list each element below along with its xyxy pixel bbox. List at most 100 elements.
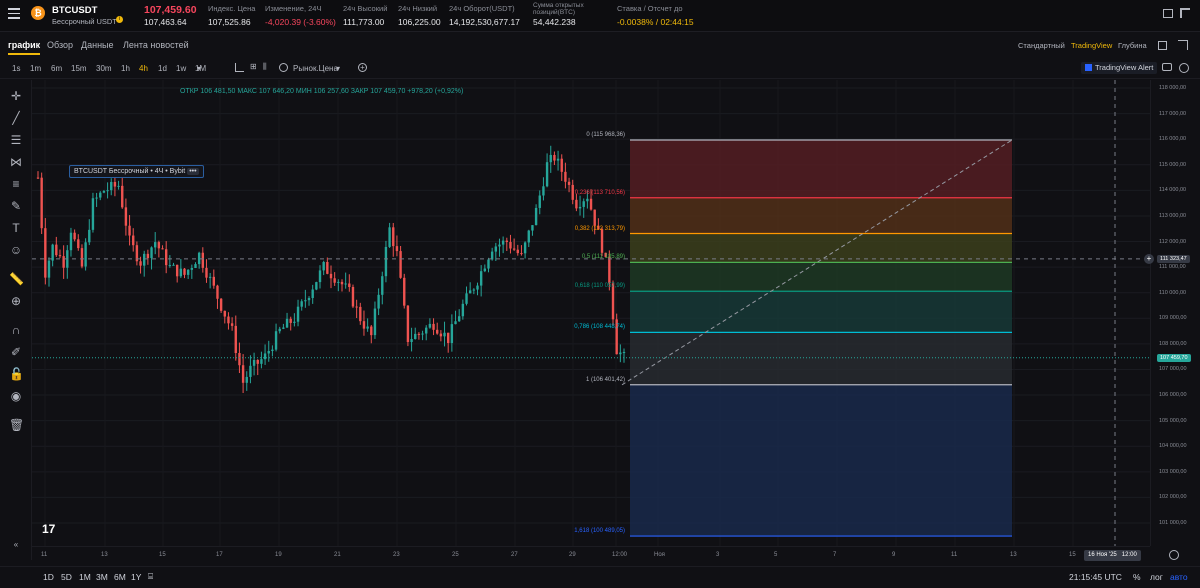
symbol-legend[interactable]: BTCUSDT Бессрочный • 4Ч • Bybit •••: [69, 165, 204, 178]
percent-toggle[interactable]: %: [1133, 572, 1141, 582]
log-toggle[interactable]: лог: [1150, 572, 1163, 582]
clock[interactable]: 21:15:45 UTC: [1069, 572, 1122, 582]
text-icon[interactable]: T: [12, 221, 20, 235]
range-1M[interactable]: 1M: [79, 572, 91, 582]
menu-icon[interactable]: [8, 8, 20, 20]
candle-body: [256, 360, 259, 364]
timeframe-1M[interactable]: 1M: [195, 64, 207, 73]
grid-layout-icon[interactable]: [1158, 41, 1167, 50]
view-mode-2[interactable]: Глубина: [1118, 41, 1147, 50]
tradingview-alert-button[interactable]: TradingView Alert: [1081, 62, 1158, 74]
goto-time-icon[interactable]: [1169, 550, 1179, 560]
chart-area[interactable]: BTCUSDT Бессрочный • 4Ч • Bybit ••• ОТКР…: [32, 80, 1150, 546]
candle-body: [230, 323, 234, 326]
emoji-icon[interactable]: ☺: [9, 243, 23, 257]
fullscreen-icon[interactable]: [1180, 8, 1190, 18]
auto-toggle[interactable]: авто: [1170, 572, 1188, 582]
candle-body: [99, 192, 102, 198]
expand-icon[interactable]: [1178, 40, 1188, 50]
crosshair-icon[interactable]: ✛: [10, 89, 22, 103]
horizontal-lines-icon[interactable]: ☰: [10, 133, 22, 147]
trash-icon[interactable]: 🗑: [9, 418, 25, 432]
range-1D[interactable]: 1D: [43, 572, 54, 582]
eye-icon[interactable]: ◉: [10, 389, 22, 403]
legend-menu[interactable]: •••: [187, 168, 199, 175]
time-tick: 15: [159, 552, 166, 558]
magnet-icon[interactable]: ∩: [11, 323, 21, 337]
range-6M[interactable]: 6M: [114, 572, 126, 582]
calendar-icon[interactable]: ⌸: [148, 571, 154, 581]
price-source-icon: [279, 63, 288, 72]
tab-0[interactable]: график: [8, 40, 41, 55]
candle-body: [487, 259, 490, 269]
candle-body: [223, 310, 226, 317]
candle-body: [117, 185, 120, 187]
trend-line-icon[interactable]: ╱: [12, 111, 20, 125]
view-mode-0[interactable]: Стандартный: [1018, 41, 1065, 50]
bottom-bar: 1D 5D 1M 3M 6M 1Y ⌸ 21:15:45 UTC % лог авто: [0, 566, 1200, 588]
timeframe-1w[interactable]: 1w: [176, 64, 187, 73]
compare-icon[interactable]: ⊞: [250, 62, 257, 71]
symbol-name[interactable]: BTCUSDT: [52, 5, 98, 16]
range-1Y[interactable]: 1Y: [131, 572, 142, 582]
range-3M[interactable]: 3M: [96, 572, 108, 582]
time-scale[interactable]: 11 13 15 17 19 21 23 25 27 29 12:00 Ноя 3 5 7 9 11 13 15 1…: [32, 546, 1179, 564]
candle-body: [381, 276, 384, 295]
candlestick-chart[interactable]: [32, 80, 1150, 546]
candle-body: [549, 154, 552, 163]
time-badge-time: 12:00: [1121, 552, 1137, 558]
candles-icon[interactable]: ⫼: [263, 62, 267, 71]
candle-body: [567, 181, 571, 185]
candle-body: [575, 199, 578, 209]
pattern-icon[interactable]: ⋈: [10, 155, 22, 169]
view-mode-1[interactable]: TradingView: [1071, 41, 1113, 50]
layout-icon[interactable]: [1163, 9, 1173, 18]
indicators-icon[interactable]: [235, 63, 244, 72]
ruler-icon[interactable]: 📏: [9, 272, 24, 286]
settings-icon[interactable]: [1179, 63, 1189, 73]
candle-body: [520, 253, 523, 255]
candle-body: [168, 265, 172, 267]
range-5D[interactable]: 5D: [61, 572, 72, 582]
fib-zone: [630, 291, 1012, 333]
time-tick: 15: [1069, 552, 1076, 558]
tab-2[interactable]: Данные: [81, 40, 114, 50]
timeframe-dropdown-icon[interactable]: ▾: [197, 64, 202, 73]
timeframe-4h[interactable]: 4h: [139, 64, 148, 73]
camera-icon[interactable]: [1162, 63, 1172, 71]
candle-body: [553, 154, 556, 161]
brush-icon[interactable]: ✎: [10, 199, 22, 213]
timeframe-6m[interactable]: 6m: [51, 64, 63, 73]
candle-body: [263, 353, 267, 360]
tab-1[interactable]: Обзор: [47, 40, 73, 50]
candle-body: [545, 162, 549, 187]
candle-body: [571, 184, 574, 200]
tab-3[interactable]: Лента новостей: [123, 40, 189, 50]
add-icon[interactable]: +: [358, 63, 367, 72]
chevron-down-icon[interactable]: ▾: [336, 64, 341, 73]
timeframe-15m[interactable]: 15m: [71, 64, 87, 73]
candle-body: [608, 256, 611, 284]
timeframe-1d[interactable]: 1d: [158, 64, 167, 73]
fib-icon[interactable]: ≡: [12, 177, 20, 191]
timeframe-1m[interactable]: 1m: [30, 64, 42, 73]
lock-icon[interactable]: 🔓: [9, 367, 24, 381]
candle-body: [161, 248, 164, 250]
timeframe-1s[interactable]: 1s: [12, 64, 21, 73]
lock-drawing-icon[interactable]: ✐: [10, 345, 22, 359]
candle-body: [88, 229, 91, 243]
info-icon[interactable]: i: [116, 16, 123, 23]
candle-body: [615, 319, 618, 355]
stat-label: Сумма открытых позиций(BTC): [533, 2, 584, 16]
stat-value: -0.0038% / 02:44:15: [617, 17, 694, 27]
collapse-icon[interactable]: «: [13, 540, 19, 549]
mark-price: 107,463.64: [144, 17, 187, 27]
price-type-select[interactable]: Рынок.Цена: [293, 64, 338, 73]
zoom-icon[interactable]: ⊕: [10, 294, 22, 308]
candle-body: [282, 327, 285, 329]
price-scale[interactable]: 118 000,00 117 000,00 116 000,00 115 000,00…: [1144, 80, 1200, 546]
tabs-bar: график Обзор Данные Лента новостей Стандарт…: [0, 33, 1200, 57]
timeframe-1h[interactable]: 1h: [121, 64, 130, 73]
timeframe-30m[interactable]: 30m: [96, 64, 112, 73]
add-alert-icon[interactable]: +: [1144, 253, 1154, 264]
